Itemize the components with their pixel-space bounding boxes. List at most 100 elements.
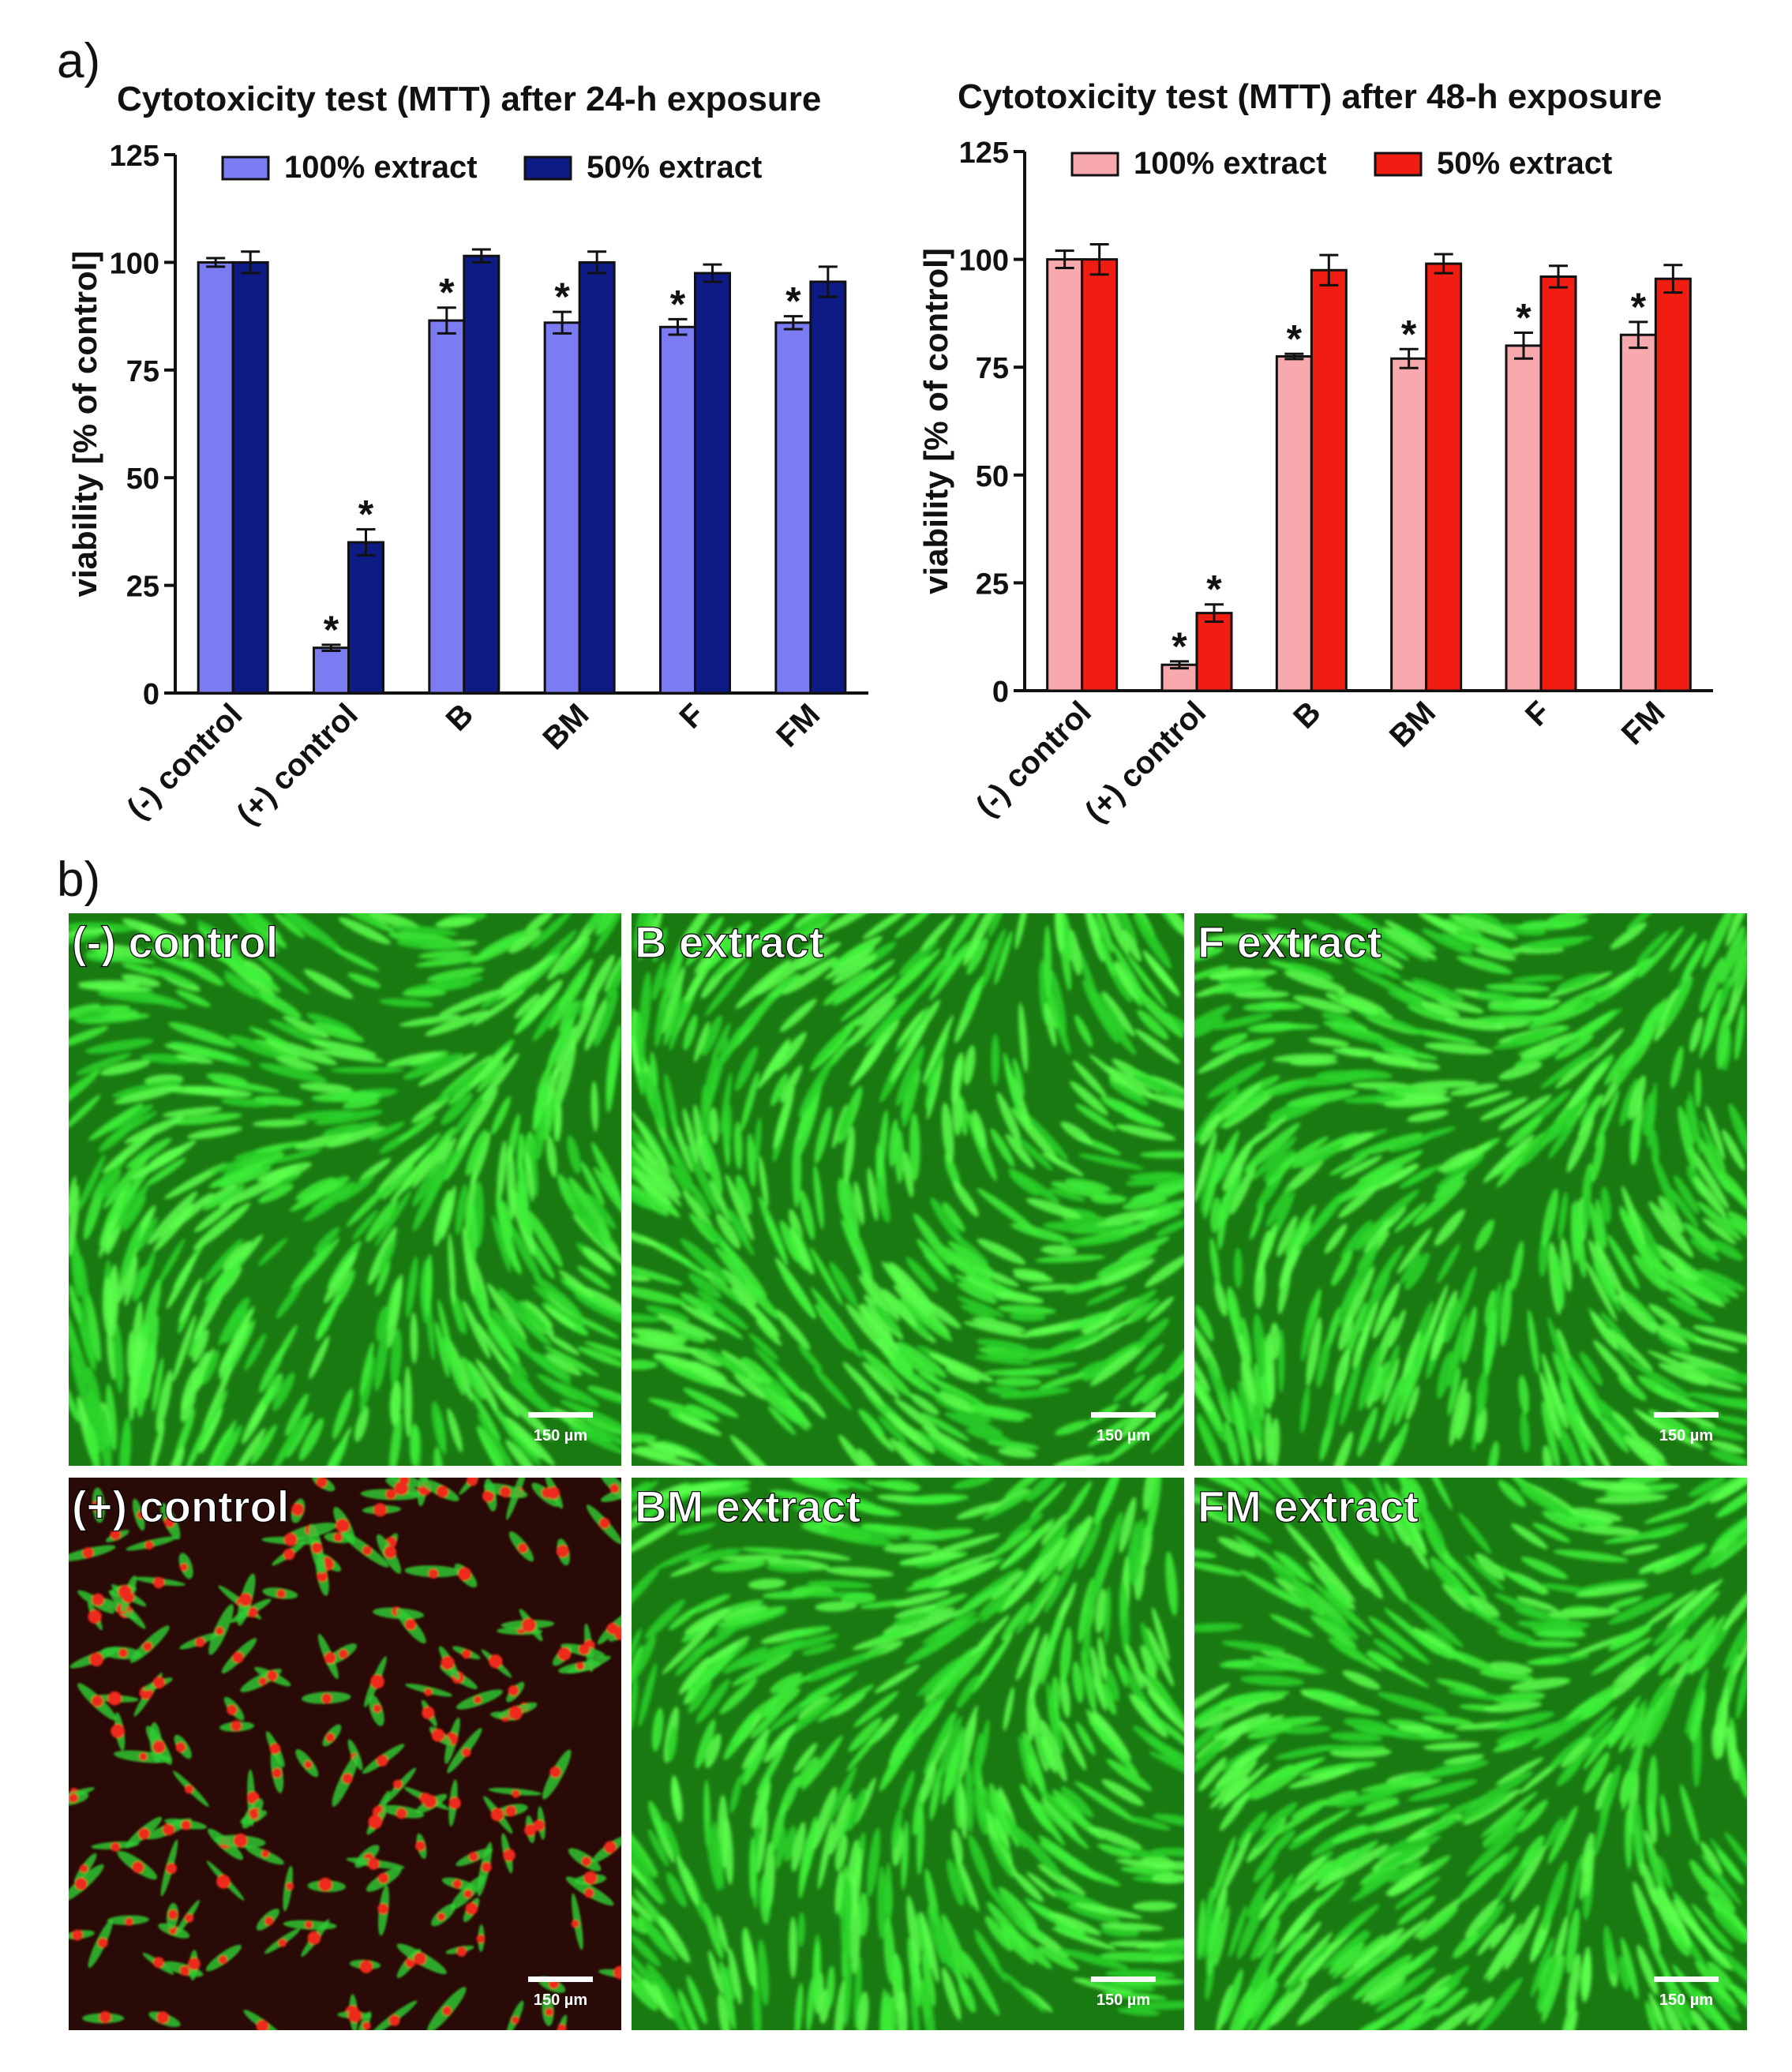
cell: [1610, 922, 1648, 950]
cell: [220, 1319, 256, 1384]
cell: [1376, 931, 1429, 962]
dead-nucleus: [414, 1841, 426, 1852]
cell: [797, 1756, 819, 1788]
cell: [898, 939, 939, 976]
dead-nucleus: [524, 1824, 537, 1837]
cell: [1245, 1478, 1291, 1501]
cell: [1064, 1279, 1105, 1294]
cell: [984, 1369, 1059, 1377]
cell: [632, 1184, 669, 1216]
cell: [1707, 1961, 1736, 1992]
cell: [1623, 1699, 1648, 1736]
dead-nucleus: [110, 1529, 122, 1540]
cell: [252, 1119, 308, 1127]
cell: [684, 1607, 731, 1635]
cell: [1598, 1399, 1633, 1438]
y-tick-label: 125: [959, 137, 1009, 170]
legend-label: 100% extract: [284, 150, 478, 185]
cell: [890, 1437, 937, 1466]
cell: [706, 1636, 751, 1664]
cell: [1301, 1143, 1345, 1169]
cell: [1460, 913, 1502, 927]
cell: [1365, 1652, 1430, 1688]
cell: [1621, 1544, 1659, 1555]
cell: [1059, 1673, 1070, 1718]
cell: [1631, 1433, 1666, 1462]
significance-marker: *: [358, 493, 374, 537]
cell: [513, 1310, 552, 1347]
cell: [632, 1628, 642, 1672]
cell: [1300, 1951, 1330, 1983]
cell: [1729, 927, 1747, 988]
cell: [827, 1766, 857, 1823]
cell: [1016, 1572, 1057, 1635]
cell: [1374, 1559, 1408, 1603]
dead-nucleus: [581, 1857, 591, 1867]
cell: [1516, 920, 1579, 931]
cell: [1511, 1523, 1548, 1549]
cell: [677, 1523, 717, 1535]
cell: [1556, 1758, 1582, 1786]
cell: [1306, 1688, 1351, 1703]
cell: [1018, 1002, 1029, 1073]
cell: [1214, 1280, 1228, 1317]
panel-b-label: b): [57, 852, 100, 907]
cell: [202, 1185, 246, 1211]
cell: [262, 1373, 283, 1407]
cell: [797, 1912, 805, 1947]
cell: [1284, 970, 1346, 992]
dead-nucleus: [179, 1563, 188, 1572]
x-tick-label: (+) control: [231, 697, 365, 831]
cell: [1269, 1562, 1314, 1598]
cell: [1149, 1751, 1184, 1785]
cell: [1040, 1245, 1078, 1256]
cell: [899, 1298, 953, 1341]
cell: [1238, 1380, 1252, 1433]
cell: [1628, 1075, 1646, 1121]
cell: [1355, 1564, 1383, 1599]
dead-nucleus: [452, 1879, 463, 1889]
cell: [833, 962, 892, 1006]
cell: [1701, 913, 1736, 969]
cell: [920, 1911, 939, 1983]
legend-swatch: [1374, 152, 1423, 177]
cell: [1562, 1403, 1594, 1466]
cell: [754, 1118, 762, 1162]
cell: [712, 942, 748, 980]
cell: [1013, 1872, 1044, 1902]
cell: [1057, 1515, 1092, 1572]
cell: [1094, 913, 1114, 954]
cell: [1133, 1725, 1184, 1765]
cell: [1040, 1719, 1067, 1782]
cell: [1194, 1482, 1223, 1499]
cell: [1206, 1355, 1236, 1426]
cell: [998, 1448, 1037, 1458]
cell: [1675, 1994, 1696, 2026]
dead-nucleus: [162, 1823, 175, 1836]
cell: [1222, 1969, 1243, 2025]
cell: [1608, 1482, 1647, 1493]
cell: [107, 1328, 116, 1381]
cell: [979, 1587, 1013, 1617]
cell: [283, 1015, 330, 1039]
cell: [1540, 1047, 1598, 1089]
cell: [1250, 1925, 1270, 1961]
cell: [1724, 1831, 1747, 1878]
cell: [1247, 1871, 1275, 1918]
cell: [418, 950, 473, 959]
dead-nucleus: [261, 1849, 270, 1858]
cell: [1608, 1665, 1647, 1701]
cell: [1633, 1408, 1666, 1432]
dead-nucleus: [167, 1909, 178, 1920]
cell: [1573, 987, 1614, 1011]
cell: [1363, 1220, 1393, 1253]
cell: [1340, 997, 1380, 1015]
cell: [1329, 1732, 1383, 1743]
cell: [632, 1847, 666, 1903]
cell: [953, 1583, 1006, 1619]
cell: [476, 1061, 505, 1093]
cell: [229, 1035, 281, 1058]
cell: [1669, 1187, 1699, 1228]
cell: [1291, 1799, 1326, 1819]
cell: [386, 1051, 443, 1067]
